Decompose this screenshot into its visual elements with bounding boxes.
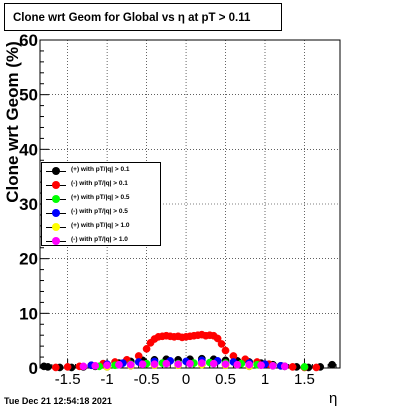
legend-marker [52, 195, 60, 203]
y-tick-label: 60 [19, 31, 38, 50]
legend-entry: (+) with pT/|q| > 0.1 [42, 164, 160, 178]
data-point [138, 360, 147, 369]
data-point [186, 359, 194, 368]
legend-label: (-) with pT/|q| > 1.0 [71, 236, 128, 243]
legend-entry: (-) with pT/|q| > 1.0 [42, 234, 160, 248]
x-axis-label: η [329, 390, 338, 407]
data-point [63, 363, 72, 371]
legend-label: (+) with pT/|q| > 0.1 [71, 166, 130, 173]
data-point [312, 363, 321, 372]
chart-legend: (+) with pT/|q| > 0.1 (-) with pT/|q| > … [41, 162, 161, 246]
data-point [44, 363, 52, 371]
data-point [257, 361, 265, 370]
data-point [126, 360, 135, 369]
legend-label: (-) with pT/|q| > 0.5 [71, 208, 128, 215]
data-point [217, 340, 226, 348]
data-point [280, 362, 289, 371]
data-point [269, 361, 277, 370]
legend-entry: (+) with pT/|q| > 1.0 [42, 220, 160, 234]
x-tick-label: -1 [100, 371, 113, 388]
data-point [142, 345, 151, 353]
data-point [288, 363, 297, 371]
chart-title: Clone wrt Geom for Global vs η at pT > 0… [13, 12, 251, 24]
data-point [197, 359, 206, 367]
legend-marker [52, 181, 60, 189]
data-point [221, 346, 230, 355]
y-tick-label: 40 [19, 140, 38, 159]
y-tick-label: 20 [19, 250, 38, 269]
data-point [245, 360, 254, 369]
timestamp-footer: Tue Dec 21 12:54:18 2021 [4, 396, 112, 406]
y-tick-label: 10 [19, 304, 38, 323]
legend-marker [52, 223, 60, 231]
data-point [51, 363, 60, 372]
data-point [328, 360, 336, 369]
legend-marker [52, 209, 60, 217]
data-point [150, 360, 159, 369]
legend-label: (+) with pT/|q| > 1.0 [71, 222, 130, 229]
data-point [162, 359, 171, 368]
y-tick-label: 50 [19, 86, 38, 105]
x-tick-label: -1.5 [55, 371, 81, 388]
legend-label: (+) with pT/|q| > 0.5 [71, 194, 130, 201]
legend-label: (-) with pT/|q| > 0.1 [71, 180, 128, 187]
x-tick-label: -0.5 [134, 371, 160, 388]
data-point [79, 362, 88, 371]
y-tick-label: 30 [19, 195, 38, 214]
data-point [221, 360, 230, 369]
y-tick-label: 0 [29, 359, 38, 378]
data-point [115, 360, 123, 369]
y-axis-label: Clone wrt Geom (%) [3, 41, 22, 203]
legend-entry: (+) with pT/|q| > 0.5 [42, 192, 160, 206]
data-point [174, 360, 183, 369]
x-tick-label: 1 [261, 371, 269, 388]
legend-entry: (-) with pT/|q| > 0.1 [42, 178, 160, 192]
x-tick-label: 0.5 [215, 371, 236, 388]
legend-marker [52, 237, 60, 245]
data-point [209, 359, 218, 368]
x-tick-label: 1.5 [294, 371, 315, 388]
chart-title-box: Clone wrt Geom for Global vs η at pT > 0… [4, 3, 282, 31]
data-point [233, 360, 242, 369]
data-point [103, 361, 111, 370]
data-point [300, 363, 309, 371]
legend-marker [52, 167, 60, 175]
legend-entry: (-) with pT/|q| > 0.5 [42, 206, 160, 220]
data-point [213, 334, 222, 343]
data-point [91, 361, 100, 370]
x-tick-label: 0 [182, 371, 190, 388]
